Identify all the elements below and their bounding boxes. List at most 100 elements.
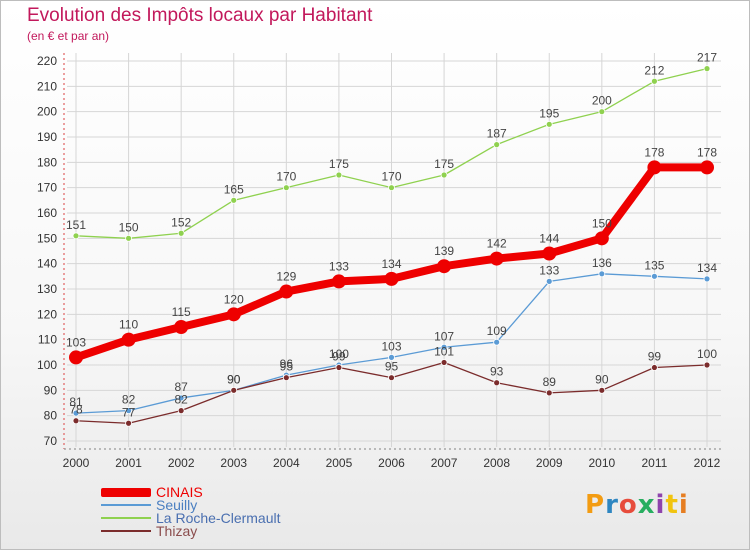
data-label-la-roche-clermault-2011: 212 — [644, 63, 664, 77]
data-label-cinais-2000: 103 — [66, 335, 86, 349]
data-point-thizay-2002 — [177, 407, 185, 415]
data-label-la-roche-clermault-2012: 217 — [697, 51, 717, 65]
data-label-la-roche-clermault-2002: 152 — [171, 215, 191, 229]
data-point-seuilly-2006 — [388, 353, 395, 361]
data-label-la-roche-clermault-2005: 175 — [329, 157, 349, 171]
data-point-thizay-2006 — [388, 374, 395, 382]
data-label-la-roche-clermault-2009: 195 — [539, 106, 559, 120]
data-point-seuilly-2007 — [440, 343, 448, 351]
x-tick-label-2005: 2005 — [326, 456, 353, 470]
data-point-cinais-2006 — [384, 271, 399, 286]
data-point-cinais-2003 — [226, 307, 241, 322]
data-point-thizay-2000 — [72, 417, 80, 425]
data-label-thizay-2010: 90 — [595, 372, 609, 386]
data-label-thizay-2009: 89 — [543, 375, 557, 389]
data-point-la-roche-clermault-2000 — [72, 232, 80, 240]
legend-label: La Roche-Clermault — [156, 510, 281, 526]
data-label-seuilly-2011: 135 — [644, 258, 664, 272]
data-label-seuilly-2008: 109 — [487, 324, 507, 338]
data-point-cinais-2000 — [69, 350, 83, 365]
data-point-thizay-2007 — [440, 359, 448, 366]
data-label-thizay-2003: 90 — [227, 372, 241, 386]
data-point-thizay-2003 — [230, 386, 238, 394]
data-label-seuilly-2005: 100 — [329, 347, 349, 361]
y-tick-label-190: 190 — [37, 130, 57, 144]
data-point-la-roche-clermault-2005 — [335, 171, 343, 179]
chart-subtitle: (en € et par an) — [27, 29, 110, 43]
y-tick-label-110: 110 — [38, 333, 57, 347]
data-label-la-roche-clermault-2001: 150 — [119, 220, 139, 234]
data-label-seuilly-2004: 96 — [280, 357, 294, 371]
grid-layer — [67, 53, 721, 447]
x-tick-label-2007: 2007 — [431, 456, 458, 470]
data-label-cinais-2010: 150 — [592, 216, 612, 230]
legend-label: Thizay — [156, 523, 198, 539]
y-tick-label-200: 200 — [37, 105, 57, 119]
y-tick-label-70: 70 — [44, 434, 58, 448]
x-tick-label-2009: 2009 — [536, 456, 563, 470]
data-label-thizay-2001: 77 — [122, 405, 136, 419]
y-tick-label-140: 140 — [37, 257, 57, 271]
data-point-thizay-2012 — [703, 361, 711, 369]
logo-letter: o — [618, 490, 638, 520]
data-label-thizay-2005: 99 — [332, 350, 346, 364]
data-label-cinais-2011: 178 — [644, 145, 664, 159]
data-label-seuilly-2000: 81 — [69, 395, 83, 409]
y-tick-label-160: 160 — [37, 206, 57, 220]
data-point-thizay-2001 — [125, 419, 132, 427]
data-point-la-roche-clermault-2007 — [440, 171, 448, 179]
data-label-cinais-2009: 144 — [539, 232, 559, 246]
data-label-cinais-2005: 133 — [329, 259, 349, 273]
data-label-la-roche-clermault-2000: 151 — [66, 218, 86, 232]
data-label-seuilly-2010: 136 — [592, 256, 612, 270]
data-label-seuilly-2001: 82 — [122, 393, 136, 407]
axis-layer: 7080901001101201301401501601701801902002… — [37, 53, 723, 470]
x-tick-label-2006: 2006 — [378, 456, 405, 470]
data-label-la-roche-clermault-2003: 165 — [224, 182, 244, 196]
data-point-seuilly-2002 — [177, 394, 185, 402]
data-label-seuilly-2007: 107 — [434, 329, 454, 343]
data-label-cinais-2004: 129 — [276, 270, 296, 284]
data-label-thizay-2000: 78 — [69, 403, 83, 417]
logo-letter: x — [637, 490, 656, 520]
series-layer — [69, 65, 714, 427]
data-point-seuilly-2012 — [703, 275, 711, 283]
data-point-cinais-2007 — [437, 259, 452, 274]
x-tick-label-2001: 2001 — [115, 456, 142, 470]
data-label-thizay-2007: 101 — [434, 344, 454, 358]
data-label-la-roche-clermault-2008: 187 — [487, 127, 507, 141]
data-label-thizay-2006: 95 — [385, 360, 399, 374]
data-point-la-roche-clermault-2002 — [177, 229, 185, 237]
y-tick-label-130: 130 — [37, 282, 57, 296]
data-point-cinais-2012 — [700, 160, 714, 175]
proxiti-logo: Proxiti — [585, 490, 689, 520]
legend-swatch — [101, 530, 151, 532]
data-point-thizay-2005 — [335, 364, 343, 371]
data-label-cinais-2002: 115 — [172, 305, 191, 319]
logo-letter: i — [655, 490, 666, 520]
data-label-seuilly-2003: 90 — [227, 372, 241, 386]
data-point-seuilly-2000 — [72, 409, 80, 417]
y-tick-label-180: 180 — [37, 155, 57, 169]
data-label-thizay-2012: 100 — [697, 347, 717, 361]
legend-swatch — [101, 504, 151, 506]
data-point-la-roche-clermault-2003 — [230, 196, 238, 204]
data-label-cinais-2012: 178 — [697, 145, 717, 159]
logo-letter: P — [585, 490, 606, 520]
logo-letter: i — [678, 490, 689, 520]
data-label-thizay-2004: 95 — [280, 360, 294, 374]
y-tick-label-100: 100 — [37, 358, 57, 372]
legend-label: Seuilly — [156, 497, 198, 513]
data-point-la-roche-clermault-2009 — [545, 120, 553, 128]
x-tick-label-2003: 2003 — [220, 456, 247, 470]
x-tick-label-2010: 2010 — [588, 456, 615, 470]
data-label-seuilly-2012: 134 — [697, 261, 717, 275]
x-tick-label-2012: 2012 — [694, 456, 721, 470]
data-label-cinais-2006: 134 — [381, 257, 401, 271]
data-point-la-roche-clermault-2006 — [388, 184, 395, 192]
y-tick-label-170: 170 — [37, 181, 57, 195]
x-tick-label-2002: 2002 — [168, 456, 195, 470]
y-tick-label-120: 120 — [37, 307, 57, 321]
